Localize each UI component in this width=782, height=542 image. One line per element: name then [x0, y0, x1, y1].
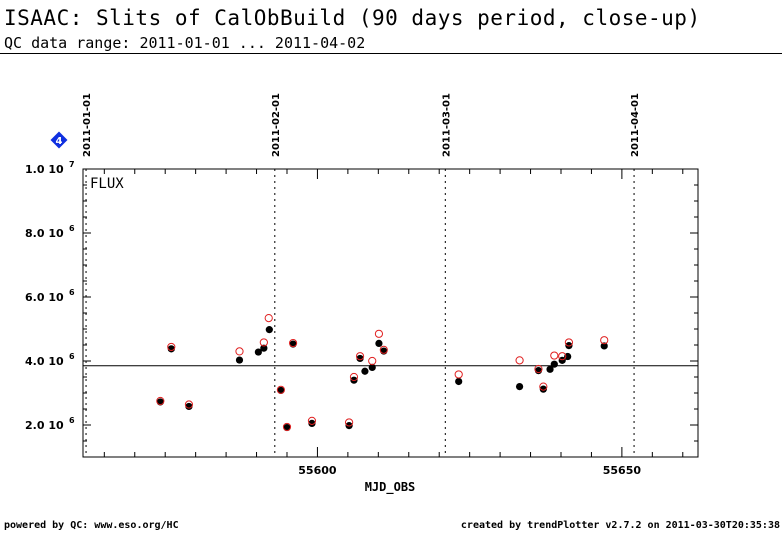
data-point-open	[379, 345, 388, 354]
data-point-filled	[356, 354, 364, 363]
data-point-filled	[558, 356, 566, 364]
data-point-filled	[361, 367, 369, 375]
data-point-filled	[368, 363, 376, 371]
y-tick-label: 1.0 10	[25, 163, 64, 176]
plot-frame	[82, 168, 699, 458]
badge-label: 4	[56, 136, 63, 147]
data-point-open	[259, 338, 268, 347]
y-tick-label: 4.0 10	[25, 355, 64, 368]
date-marker-label: 2011-01-01	[82, 93, 93, 157]
data-point-open	[282, 422, 292, 432]
data-point-open	[454, 370, 463, 379]
data-point-filled	[260, 344, 268, 352]
y-tick-exponent: 6	[69, 288, 75, 297]
data-point-filled	[375, 339, 383, 347]
data-point-filled	[515, 383, 524, 391]
x-tick-label: 55600	[298, 464, 337, 477]
date-marker-label: 2011-03-01	[441, 93, 452, 157]
data-point-open	[374, 329, 384, 338]
x-axis-label: MJD_OBS	[365, 480, 416, 495]
data-point-filled	[550, 360, 558, 368]
data-point-open	[558, 352, 567, 361]
data-point-open	[539, 382, 548, 391]
data-point-filled	[308, 419, 316, 427]
data-point-open	[307, 416, 317, 425]
x-tick-label: 55650	[603, 464, 642, 477]
y-tick-label: 2.0 10	[25, 419, 64, 432]
data-point-open	[515, 356, 524, 365]
data-point-filled	[265, 326, 273, 334]
chart-subtitle: QC data range: 2011-01-01 ... 2011-04-02	[4, 34, 366, 52]
y-tick-exponent: 6	[69, 352, 75, 361]
data-point-open	[264, 314, 273, 323]
data-point-open	[368, 356, 377, 366]
data-point-open	[235, 347, 244, 356]
data-point-open	[349, 372, 359, 382]
y-tick-exponent: 7	[69, 160, 75, 169]
date-marker-label: 2011-04-01	[630, 93, 641, 157]
badge-marker: 4	[50, 131, 68, 149]
data-point-filled	[534, 367, 543, 375]
data-point-open	[184, 400, 194, 409]
data-point-filled	[254, 348, 262, 356]
data-point-filled	[455, 377, 463, 386]
y-tick-exponent: 6	[69, 224, 75, 233]
panel-label: FLUX	[90, 176, 124, 192]
footer-created-by: created by trendPlotter v2.7.2 on 2011-0…	[460, 520, 780, 531]
data-point-open	[564, 338, 574, 347]
data-point-filled	[283, 423, 291, 432]
header-divider	[0, 53, 782, 54]
data-point-filled	[539, 385, 547, 393]
date-marker-label: 2011-02-01	[271, 93, 282, 157]
data-point-open	[288, 338, 298, 348]
data-point-open	[167, 342, 176, 352]
data-point-open	[534, 364, 543, 374]
data-point-filled	[546, 365, 554, 373]
data-point-filled	[600, 342, 608, 350]
footer-powered-by: powered by QC: www.eso.org/HC	[4, 520, 179, 531]
chart-title: ISAAC: Slits of CalObBuild (90 days peri…	[4, 6, 701, 30]
data-point-open	[550, 351, 559, 360]
data-point-filled	[235, 356, 244, 364]
data-point-filled	[185, 402, 193, 411]
data-point-open	[276, 385, 285, 394]
data-point-open	[355, 352, 365, 361]
y-tick-label: 6.0 10	[25, 291, 64, 304]
data-point-filled	[167, 345, 175, 353]
y-tick-exponent: 6	[69, 416, 75, 425]
data-point-open	[156, 396, 165, 406]
data-point-open	[344, 418, 354, 427]
data-point-open	[600, 336, 609, 345]
data-point-filled	[277, 386, 285, 395]
y-tick-label: 8.0 10	[25, 227, 64, 240]
